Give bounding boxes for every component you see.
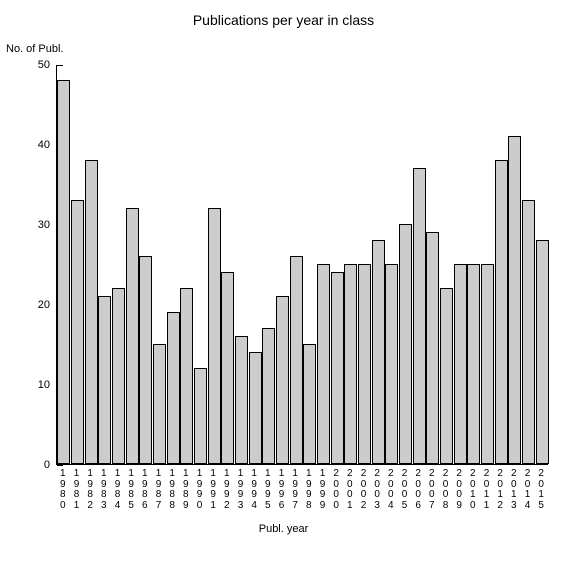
x-tick-label: 1996 bbox=[275, 469, 289, 511]
bar bbox=[467, 264, 480, 464]
x-tick-label: 2012 bbox=[493, 469, 507, 511]
bar bbox=[426, 232, 439, 464]
bar bbox=[331, 272, 344, 464]
x-tick-label: 1985 bbox=[124, 469, 138, 511]
x-tick-label: 1993 bbox=[234, 469, 248, 511]
x-tick-label: 2004 bbox=[384, 469, 398, 511]
x-tick-label: 2007 bbox=[425, 469, 439, 511]
bar bbox=[57, 80, 70, 464]
bar bbox=[495, 160, 508, 464]
bar bbox=[508, 136, 521, 464]
bar bbox=[167, 312, 180, 464]
x-tick-label: 2008 bbox=[439, 469, 453, 511]
y-tick bbox=[57, 465, 63, 466]
x-tick-label: 2013 bbox=[507, 469, 521, 511]
bar bbox=[262, 328, 275, 464]
bar bbox=[71, 200, 84, 464]
bar bbox=[139, 256, 152, 464]
x-tick-label: 1982 bbox=[83, 469, 97, 511]
x-tick-label: 2011 bbox=[480, 469, 494, 511]
x-tick-label: 2010 bbox=[466, 469, 480, 511]
x-tick-label: 1981 bbox=[70, 469, 84, 511]
bar bbox=[98, 296, 111, 464]
x-tick-label: 2015 bbox=[534, 469, 548, 511]
x-tick-label: 2009 bbox=[452, 469, 466, 511]
x-tick-label: 2000 bbox=[329, 469, 343, 511]
bar bbox=[194, 368, 207, 464]
x-tick-label: 1990 bbox=[193, 469, 207, 511]
x-tick-label: 2003 bbox=[370, 469, 384, 511]
y-tick-label: 30 bbox=[26, 219, 50, 231]
x-axis-title: Publ. year bbox=[0, 523, 567, 535]
bar bbox=[454, 264, 467, 464]
y-tick-label: 20 bbox=[26, 299, 50, 311]
x-tick-label: 1994 bbox=[247, 469, 261, 511]
x-tick-label: 1997 bbox=[288, 469, 302, 511]
x-tick-label: 1995 bbox=[261, 469, 275, 511]
y-tick-label: 10 bbox=[26, 379, 50, 391]
bar bbox=[112, 288, 125, 464]
bar bbox=[85, 160, 98, 464]
bar bbox=[344, 264, 357, 464]
x-tick-label: 1988 bbox=[165, 469, 179, 511]
bar bbox=[276, 296, 289, 464]
bar bbox=[413, 168, 426, 464]
bar bbox=[481, 264, 494, 464]
bar bbox=[249, 352, 262, 464]
y-axis-title: No. of Publ. bbox=[6, 43, 63, 55]
y-tick bbox=[57, 65, 63, 66]
bar bbox=[180, 288, 193, 464]
chart-container: Publications per year in class No. of Pu… bbox=[0, 0, 567, 567]
bar bbox=[126, 208, 139, 464]
x-tick-label: 2006 bbox=[411, 469, 425, 511]
y-tick-label: 50 bbox=[26, 59, 50, 71]
plot-area bbox=[56, 65, 548, 465]
bar bbox=[372, 240, 385, 464]
x-tick-label: 1999 bbox=[316, 469, 330, 511]
x-tick-label: 1980 bbox=[56, 469, 70, 511]
bar bbox=[522, 200, 535, 464]
x-tick-label: 2005 bbox=[398, 469, 412, 511]
x-tick-label: 1992 bbox=[220, 469, 234, 511]
x-tick-label: 1983 bbox=[97, 469, 111, 511]
x-tick-label: 2001 bbox=[343, 469, 357, 511]
bar bbox=[235, 336, 248, 464]
bar bbox=[385, 264, 398, 464]
bar bbox=[221, 272, 234, 464]
x-tick-label: 1989 bbox=[179, 469, 193, 511]
bar bbox=[358, 264, 371, 464]
y-tick-label: 40 bbox=[26, 139, 50, 151]
x-tick-label: 1984 bbox=[111, 469, 125, 511]
bar bbox=[536, 240, 549, 464]
bar bbox=[290, 256, 303, 464]
x-tick-label: 2014 bbox=[521, 469, 535, 511]
bar bbox=[208, 208, 221, 464]
bar bbox=[317, 264, 330, 464]
chart-title: Publications per year in class bbox=[0, 12, 567, 28]
x-tick-label: 1987 bbox=[152, 469, 166, 511]
y-tick-label: 0 bbox=[26, 459, 50, 471]
bar bbox=[440, 288, 453, 464]
bar bbox=[303, 344, 316, 464]
bar bbox=[153, 344, 166, 464]
x-tick-label: 1986 bbox=[138, 469, 152, 511]
x-tick-label: 1998 bbox=[302, 469, 316, 511]
bar bbox=[399, 224, 412, 464]
x-tick-label: 2002 bbox=[357, 469, 371, 511]
x-tick-label: 1991 bbox=[206, 469, 220, 511]
